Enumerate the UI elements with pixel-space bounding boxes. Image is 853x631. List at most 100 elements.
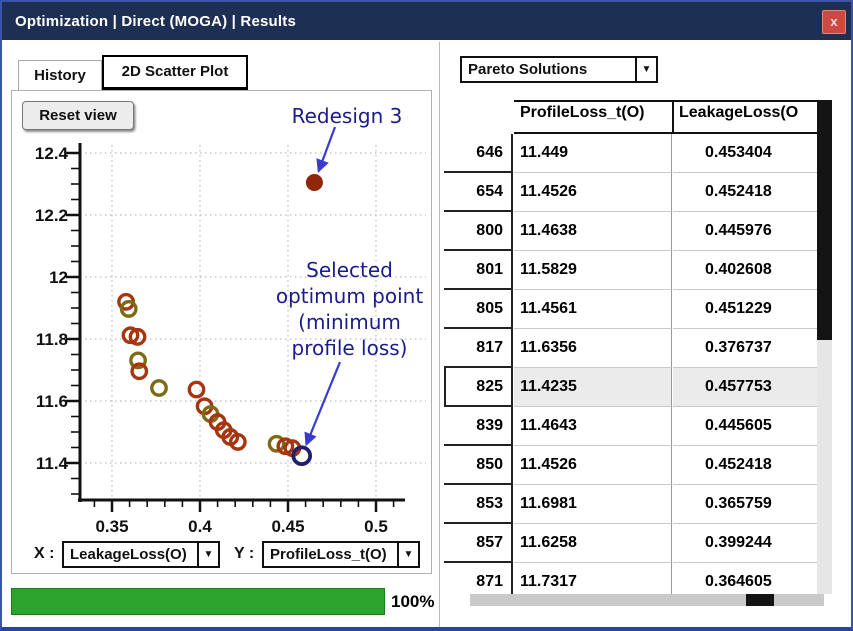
leakageloss-cell: 0.451229 <box>673 290 817 329</box>
scatter-point[interactable] <box>228 433 247 451</box>
selected-optimum-point[interactable] <box>291 445 313 467</box>
y-tick-label: 11.4 <box>36 454 69 473</box>
vertical-scrollbar[interactable] <box>817 100 832 594</box>
annotation-line: optimum point <box>275 284 424 308</box>
annotation-arrow <box>316 126 337 173</box>
table-row[interactable]: 817 11.6356 0.376737 <box>444 329 817 368</box>
table-row[interactable]: 839 11.4643 0.445605 <box>444 407 817 446</box>
pareto-solutions-combo[interactable]: Pareto Solutions ▼ <box>460 56 658 83</box>
pareto-table-body: 646 11.449 0.453404 654 11.4526 0.452418 800 11… <box>444 134 817 594</box>
profileloss-cell: 11.5829 <box>514 251 672 290</box>
column-header-leakageloss[interactable]: LeakageLoss(O <box>679 104 799 121</box>
redesign-point[interactable] <box>305 173 323 191</box>
vertical-scrollbar-thumb[interactable] <box>817 100 832 340</box>
leakageloss-cell: 0.452418 <box>673 173 817 212</box>
row-id-cell: 853 <box>444 485 513 524</box>
horizontal-scrollbar[interactable] <box>470 594 824 606</box>
pareto-combo-value: Pareto Solutions <box>468 61 588 78</box>
leakageloss-cell: 0.402608 <box>673 251 817 290</box>
row-id-cell: 646 <box>444 134 513 173</box>
annotation-line: (minimum <box>298 310 401 334</box>
chevron-down-icon[interactable]: ▼ <box>397 543 418 566</box>
profileloss-cell: 11.4235 <box>514 368 672 407</box>
leakageloss-cell: 0.376737 <box>673 329 817 368</box>
scatter-point[interactable] <box>130 362 149 381</box>
chevron-down-icon[interactable]: ▼ <box>197 543 218 566</box>
profileloss-cell: 11.6356 <box>514 329 672 368</box>
table-row[interactable]: 871 11.7317 0.364605 <box>444 563 817 594</box>
scatter-point[interactable] <box>150 379 168 397</box>
table-row[interactable]: 801 11.5829 0.402608 <box>444 251 817 290</box>
scatter-point[interactable] <box>119 300 138 318</box>
row-id-cell: 801 <box>444 251 513 290</box>
table-row[interactable]: 850 11.4526 0.452418 <box>444 446 817 485</box>
table-row[interactable]: 800 11.4638 0.445976 <box>444 212 817 251</box>
window-title: Optimization | Direct (MOGA) | Results <box>15 12 297 30</box>
row-id-cell: 817 <box>444 329 513 368</box>
y-axis-combo-value: ProfileLoss_t(O) <box>270 546 387 563</box>
tab-2d-scatter-plot[interactable]: 2D Scatter Plot <box>102 55 248 91</box>
row-id-cell: 871 <box>444 563 513 594</box>
leakageloss-cell: 0.457753 <box>673 368 817 407</box>
y-tick-label: 11.6 <box>36 392 68 411</box>
scatter-plot-canvas[interactable]: 11.4 11.6 11.8 12 12.2 12.4 0.35 0.4 0.45 0.5 <box>12 91 433 539</box>
scatter-point[interactable] <box>187 380 206 399</box>
row-id-cell: 800 <box>444 212 513 251</box>
leakageloss-cell: 0.445976 <box>673 212 817 251</box>
leakageloss-cell: 0.452418 <box>673 446 817 485</box>
table-top-border <box>514 100 817 102</box>
row-id-cell: 850 <box>444 446 513 485</box>
column-header-profileloss[interactable]: ProfileLoss_t(O) <box>520 104 645 121</box>
row-id-cell: 839 <box>444 407 513 446</box>
profileloss-cell: 11.7317 <box>514 563 672 594</box>
leakageloss-cell: 0.453404 <box>673 134 817 173</box>
table-row[interactable]: 646 11.449 0.453404 <box>444 134 817 173</box>
table-row[interactable]: 853 11.6981 0.365759 <box>444 485 817 524</box>
scatter-point[interactable] <box>128 327 147 346</box>
table-header-underline <box>514 132 817 134</box>
x-tick-label: 0.35 <box>95 517 128 536</box>
y-axis-combo[interactable]: ProfileLoss_t(O) ▼ <box>262 541 420 568</box>
x-axis-combo[interactable]: LeakageLoss(O) ▼ <box>62 541 220 568</box>
profileloss-cell: 11.6981 <box>514 485 672 524</box>
row-id-cell: 805 <box>444 290 513 329</box>
leakageloss-cell: 0.364605 <box>673 563 817 594</box>
table-row[interactable]: 825 11.4235 0.457753 <box>444 368 817 407</box>
pane-divider <box>439 42 440 627</box>
profileloss-cell: 11.6258 <box>514 524 672 563</box>
table-row[interactable]: 654 11.4526 0.452418 <box>444 173 817 212</box>
annotation-redesign-3: Redesign 3 <box>257 103 437 129</box>
x-tick-label: 0.45 <box>271 517 304 536</box>
x-tick-label: 0.4 <box>188 517 212 536</box>
axis-selector-row: X : LeakageLoss(O) ▼ Y : ProfileLoss_t(O… <box>12 541 433 569</box>
tab-history[interactable]: History <box>18 60 102 91</box>
y-tick-label: 12.2 <box>35 206 68 225</box>
profileloss-cell: 11.4638 <box>514 212 672 251</box>
profileloss-cell: 11.4643 <box>514 407 672 446</box>
scatter-point[interactable] <box>121 326 140 345</box>
progress-bar-fill <box>12 589 384 614</box>
row-id-cell: 857 <box>444 524 513 563</box>
profileloss-cell: 11.4561 <box>514 290 672 329</box>
leakageloss-cell: 0.365759 <box>673 485 817 524</box>
chevron-down-icon[interactable]: ▼ <box>635 58 656 81</box>
row-id-cell: 654 <box>444 173 513 212</box>
reset-view-button[interactable]: Reset view <box>22 101 134 130</box>
horizontal-scrollbar-thumb[interactable] <box>746 594 774 606</box>
table-row[interactable]: 857 11.6258 0.399244 <box>444 524 817 563</box>
close-button[interactable]: x <box>822 10 846 34</box>
scatter-point[interactable] <box>129 351 147 370</box>
profileloss-cell: 11.4526 <box>514 446 672 485</box>
x-tick-label: 0.5 <box>364 517 388 536</box>
annotation-redesign-3-text: Redesign 3 <box>291 104 403 128</box>
progress-percent-label: 100% <box>391 592 435 611</box>
table-row[interactable]: 805 11.4561 0.451229 <box>444 290 817 329</box>
row-id-cell: 825 <box>444 368 513 407</box>
scatter-point[interactable] <box>267 434 286 453</box>
y-axis-selector-label: Y : <box>234 545 255 562</box>
leakageloss-cell: 0.399244 <box>673 524 817 563</box>
annotation-line: profile loss) <box>291 336 408 360</box>
y-tick-label: 11.8 <box>36 330 68 349</box>
leakageloss-cell: 0.445605 <box>673 407 817 446</box>
